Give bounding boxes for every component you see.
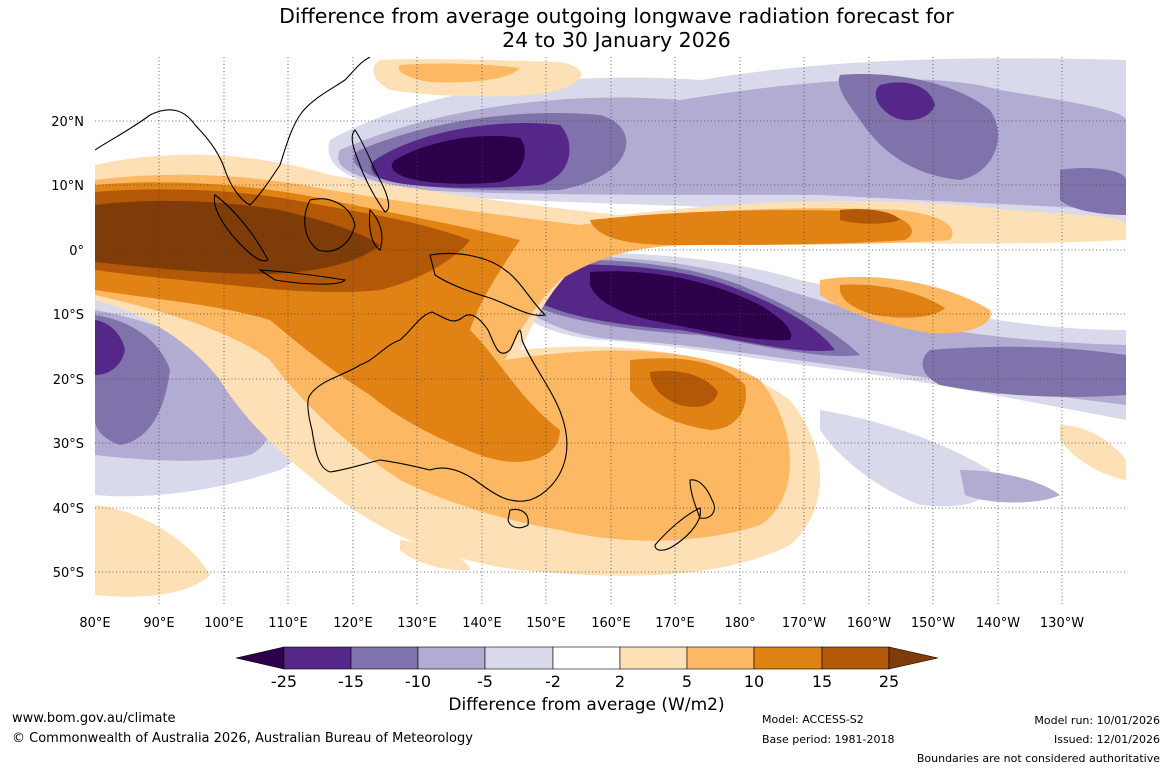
lon-label: 130°E	[397, 616, 437, 631]
title-line-2: 24 to 30 January 2026	[502, 28, 731, 52]
sulawesi-coastline	[368, 208, 383, 251]
lon-label: 120°E	[333, 616, 373, 631]
colorbar-swatch	[821, 646, 890, 670]
lon-label: 150°W	[911, 616, 955, 631]
lon-label: 170°W	[782, 616, 826, 631]
borneo-coastline	[304, 198, 356, 252]
lon-label: 140°W	[976, 616, 1020, 631]
lat-label: 10°N	[51, 179, 84, 194]
footer-issued: Issued: 12/01/2026	[1053, 733, 1160, 746]
lat-label: 30°S	[53, 437, 84, 452]
colorbar-tick: 25	[879, 672, 899, 691]
colorbar-tick: -15	[338, 672, 364, 691]
java-coastline	[257, 269, 347, 285]
lon-label: 110°E	[268, 616, 308, 631]
anomaly-region	[590, 271, 792, 341]
colorbar-swatch	[417, 646, 486, 670]
colorbar-tick: 10	[744, 672, 764, 691]
philippines-coastline	[351, 129, 390, 213]
colorbar-tick: -5	[477, 672, 493, 691]
anomaly-region	[839, 284, 945, 318]
lon-label: 90°E	[143, 616, 174, 631]
footer-disclaimer: Boundaries are not considered authoritat…	[916, 752, 1160, 765]
footer-copyright: © Commonwealth of Australia 2026, Austra…	[12, 731, 473, 746]
lat-label: 20°S	[53, 373, 84, 388]
colorbar-swatch	[484, 646, 554, 670]
anomaly-region	[391, 136, 525, 184]
colorbar-swatch	[753, 646, 823, 670]
anomaly-region	[95, 505, 210, 597]
colorbar-swatch	[350, 646, 419, 670]
lat-label: 0°	[69, 244, 84, 259]
lat-label: 20°N	[51, 115, 84, 130]
map-title: Difference from average outgoing longwav…	[0, 4, 1173, 52]
lon-label: 160°E	[591, 616, 631, 631]
olr-anomaly-field	[95, 57, 1126, 604]
anomaly-region	[1060, 168, 1126, 215]
colorbar-swatch	[283, 646, 352, 670]
lon-label: 100°E	[204, 616, 244, 631]
footer-base-period: Base period: 1981-2018	[762, 733, 895, 746]
anomaly-region	[95, 200, 380, 274]
title-line-1: Difference from average outgoing longwav…	[279, 4, 954, 28]
lon-label: 140°E	[462, 616, 502, 631]
lat-label: 50°S	[53, 566, 84, 581]
latitude-axis: 20°N 10°N 0° 10°S 20°S 30°S 40°S 50°S	[51, 115, 84, 581]
anomaly-region	[95, 320, 125, 375]
colorbar-label: Difference from average (W/m2)	[448, 695, 725, 715]
lat-label: 40°S	[53, 502, 84, 517]
anomaly-region	[590, 210, 912, 245]
colorbar-tick: 15	[812, 672, 832, 691]
new-zealand-north-coastline	[689, 479, 715, 519]
new-zealand-south-coastline	[654, 507, 701, 551]
lon-label: 150°E	[526, 616, 566, 631]
anomaly-region	[400, 540, 470, 571]
footer-website: www.bom.gov.au/climate	[12, 711, 176, 726]
lat-label: 10°S	[53, 308, 84, 323]
lon-label: 180°	[724, 616, 755, 631]
anomaly-region	[398, 63, 520, 83]
footer-model-run: Model run: 10/01/2026	[1034, 714, 1160, 727]
colorbar: -25 -15 -10 -5 -2 2 5 10 15 25	[235, 646, 939, 691]
colorbar-max-arrow	[888, 646, 939, 670]
colorbar-tick: -2	[545, 672, 561, 691]
lon-label: 80°E	[79, 616, 110, 631]
footer-model: Model: ACCESS-S2	[762, 713, 864, 726]
asia-mainland-coastline	[95, 57, 371, 206]
lon-label: 170°E	[655, 616, 695, 631]
anomaly-region	[922, 346, 1126, 397]
new-guinea-coastline	[429, 252, 547, 316]
colorbar-tick: -25	[271, 672, 297, 691]
coastlines	[95, 57, 715, 551]
lon-label: 160°W	[847, 616, 891, 631]
anomaly-region	[1060, 425, 1126, 480]
longitude-axis: 80°E 90°E 100°E 110°E 120°E 130°E 140°E …	[79, 616, 1084, 631]
colorbar-swatch	[619, 646, 688, 670]
colorbar-min-arrow	[235, 646, 285, 670]
tasmania-coastline	[507, 508, 529, 529]
colorbar-swatch	[686, 646, 755, 670]
colorbar-tick: -10	[405, 672, 431, 691]
anomaly-region	[960, 470, 1060, 503]
anomaly-region	[875, 82, 935, 121]
colorbar-swatch	[552, 646, 621, 670]
sumatra-coastline	[213, 194, 269, 262]
lon-label: 130°W	[1040, 616, 1084, 631]
anomaly-region	[840, 209, 900, 224]
anomaly-region	[820, 410, 992, 507]
australia-coastline	[307, 311, 568, 502]
anomaly-region	[650, 370, 718, 407]
colorbar-tick: 5	[682, 672, 692, 691]
graticule	[95, 57, 1126, 604]
colorbar-tick: 2	[615, 672, 625, 691]
